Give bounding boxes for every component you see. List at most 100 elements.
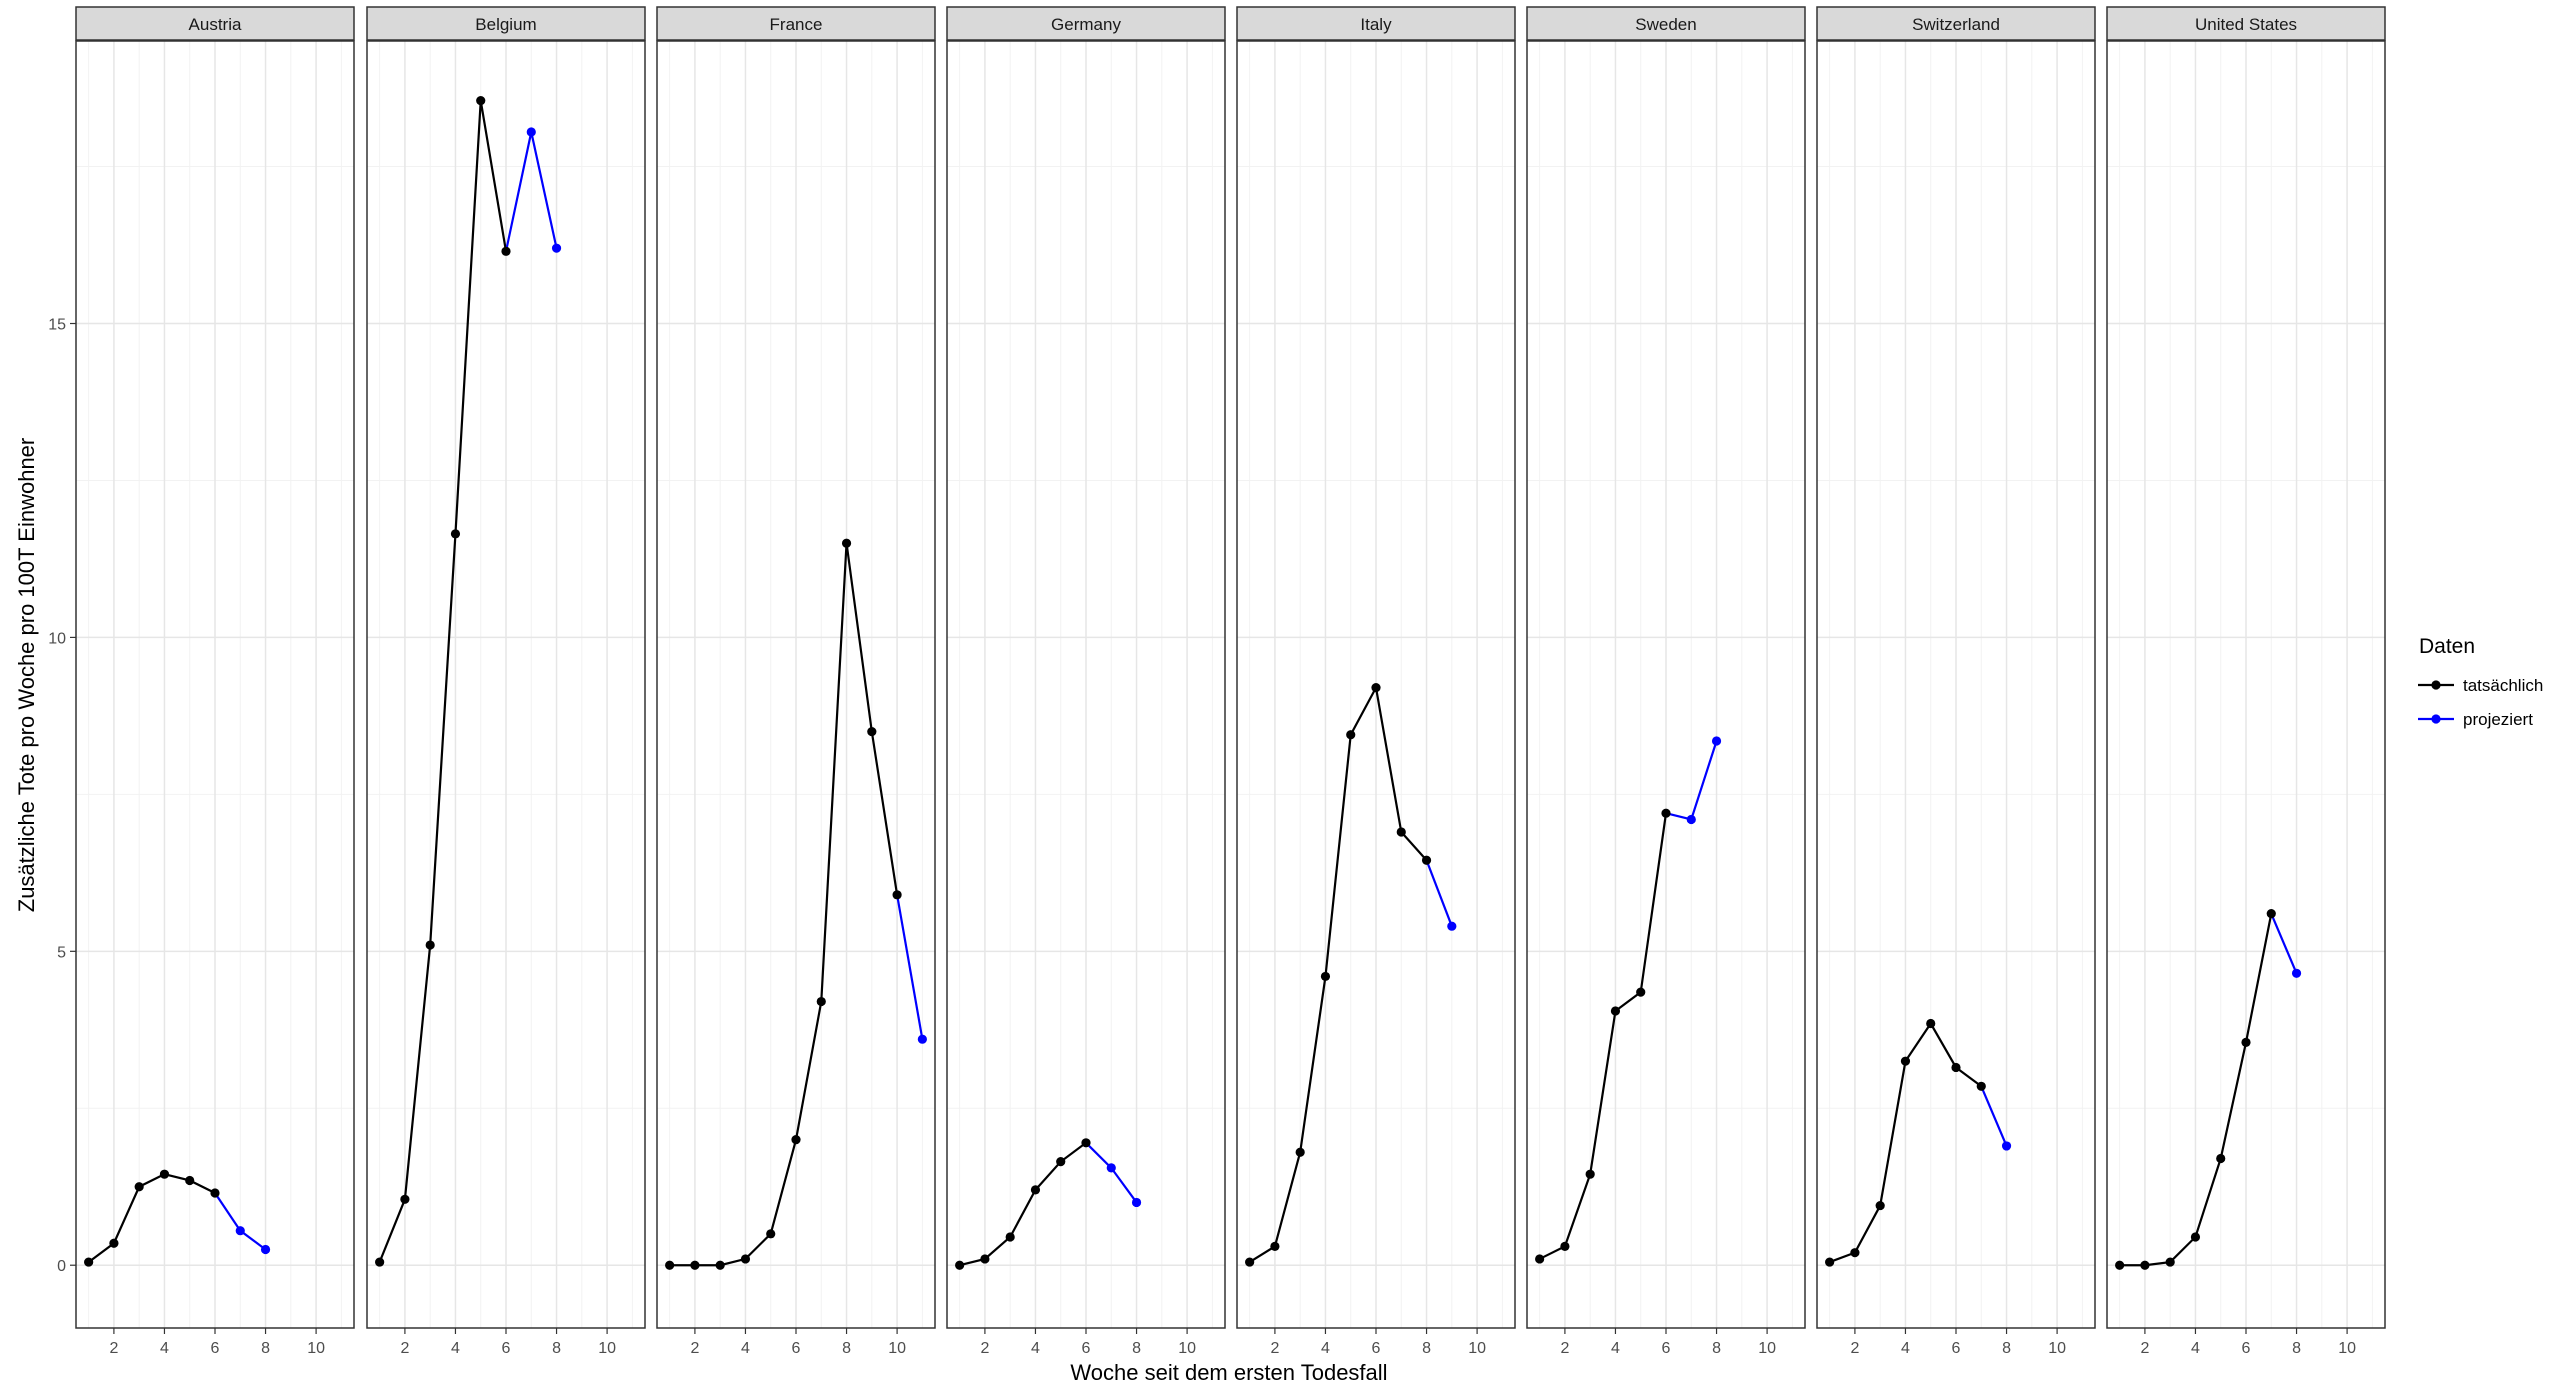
- x-tick-label: 4: [741, 1340, 750, 1357]
- x-tick-label: 4: [1901, 1340, 1910, 1357]
- point-tatsaechlich: [816, 996, 826, 1007]
- x-tick-label: 6: [1082, 1340, 1091, 1357]
- strip-background: [946, 6, 1226, 41]
- point-tatsaechlich: [1951, 1062, 1961, 1073]
- point-tatsaechlich: [1030, 1185, 1041, 1195]
- point-projeziert: [2291, 968, 2302, 978]
- point-tatsaechlich: [1245, 1257, 1255, 1267]
- strip-background: [75, 6, 355, 41]
- x-tick-label: 2: [2140, 1340, 2149, 1357]
- x-tick-label: 10: [888, 1340, 906, 1357]
- x-tick-label: 4: [1031, 1340, 1040, 1357]
- point-tatsaechlich: [1081, 1138, 1091, 1148]
- x-tick-label: 2: [1560, 1340, 1569, 1357]
- point-tatsaechlich: [2115, 1260, 2125, 1270]
- line-tatsaechlich: [959, 1141, 1087, 1267]
- point-tatsaechlich: [375, 1257, 385, 1267]
- x-tick-label: 2: [400, 1340, 409, 1357]
- point-tatsaechlich: [980, 1254, 990, 1264]
- strip-label: France: [770, 15, 823, 34]
- point-tatsaechlich: [1270, 1241, 1280, 1251]
- line-projeziert: [896, 894, 924, 1040]
- strip-background: [1816, 6, 2096, 41]
- x-tick-label: 4: [1321, 1340, 1330, 1357]
- point-tatsaechlich: [1585, 1169, 1595, 1179]
- point-projeziert: [260, 1244, 271, 1255]
- x-tick-label: 10: [1178, 1340, 1196, 1357]
- y-tick-label: 15: [48, 317, 66, 334]
- x-tick-label: 10: [1758, 1340, 1776, 1357]
- strip-label: Belgium: [475, 15, 536, 34]
- y-axis-title: Zusätzliche Tote pro Woche pro 100T Einw…: [14, 438, 39, 913]
- point-tatsaechlich: [2190, 1232, 2201, 1242]
- point-tatsaechlich: [1661, 808, 1671, 818]
- point-tatsaechlich: [1976, 1081, 1986, 1091]
- point-projeziert: [1447, 921, 1457, 931]
- point-tatsaechlich: [1825, 1257, 1835, 1267]
- line-projeziert: [2270, 913, 2298, 974]
- line-tatsaechlich: [87, 1173, 216, 1263]
- x-tick-label: 4: [451, 1340, 460, 1357]
- x-tick-label: 8: [2292, 1340, 2301, 1357]
- point-tatsaechlich: [1875, 1200, 1885, 1211]
- point-tatsaechlich: [1396, 827, 1406, 837]
- point-tatsaechlich: [1636, 987, 1646, 997]
- point-projeziert: [2001, 1141, 2012, 1151]
- x-tick-label: 6: [211, 1340, 220, 1357]
- point-tatsaechlich: [791, 1135, 801, 1145]
- x-tick-label: 2: [1270, 1340, 1279, 1357]
- x-tick-label: 8: [552, 1340, 561, 1357]
- x-tick-label: 8: [1132, 1340, 1141, 1357]
- x-tick-label: 10: [1468, 1340, 1486, 1357]
- point-tatsaechlich: [2140, 1260, 2150, 1270]
- x-tick-label: 4: [160, 1340, 169, 1357]
- point-tatsaechlich: [1900, 1056, 1911, 1066]
- point-tatsaechlich: [84, 1257, 94, 1267]
- line-tatsaechlich: [1249, 684, 1428, 1264]
- legend-key-point: [2431, 680, 2441, 690]
- line-tatsaechlich: [1539, 813, 1668, 1260]
- point-tatsaechlich: [1610, 1006, 1621, 1016]
- x-tick-label: 4: [1611, 1340, 1620, 1357]
- strip-background: [366, 6, 646, 41]
- x-tick-label: 6: [1372, 1340, 1381, 1357]
- x-tick-label: 6: [792, 1340, 801, 1357]
- legend-key-point: [2431, 714, 2441, 724]
- x-tick-label: 2: [690, 1340, 699, 1357]
- x-tick-label: 6: [1662, 1340, 1671, 1357]
- strip-background: [2106, 6, 2386, 41]
- point-tatsaechlich: [134, 1182, 144, 1192]
- legend-label: projeziert: [2463, 710, 2533, 729]
- point-tatsaechlich: [1005, 1232, 1015, 1242]
- point-projeziert: [1711, 736, 1722, 746]
- point-tatsaechlich: [1056, 1157, 1066, 1167]
- x-tick-label: 2: [109, 1340, 118, 1357]
- point-tatsaechlich: [690, 1260, 700, 1270]
- x-tick-label: 10: [2048, 1340, 2066, 1357]
- panel-austria: Austria 2 4 6 8 10: [75, 6, 355, 1357]
- y-tick-label: 10: [48, 630, 66, 647]
- point-tatsaechlich: [715, 1260, 725, 1270]
- strip-label: Germany: [1051, 15, 1121, 34]
- point-tatsaechlich: [400, 1194, 410, 1204]
- panel-belgium: Belgium 2 4 6 8 10: [366, 6, 646, 1357]
- x-tick-label: 8: [261, 1340, 270, 1357]
- strip-label: Austria: [189, 15, 242, 34]
- y-tick-label: 5: [57, 944, 66, 961]
- x-tick-label: 10: [2338, 1340, 2356, 1357]
- point-projeziert: [526, 127, 536, 137]
- line-tatsaechlich: [669, 543, 899, 1267]
- strip-label: Switzerland: [1912, 15, 2000, 34]
- facet-panels: Austria 2 4 6 8 10 Belgium 2 4 6 8 10 France 2 4 6 8 10 Ge…: [75, 6, 2386, 1357]
- point-tatsaechlich: [1560, 1241, 1570, 1251]
- point-tatsaechlich: [501, 246, 511, 256]
- point-tatsaechlich: [1850, 1248, 1860, 1258]
- y-axis: 0 5 10 15: [48, 317, 76, 1275]
- x-tick-label: 10: [307, 1340, 325, 1357]
- point-tatsaechlich: [892, 890, 902, 900]
- point-projeziert: [551, 243, 562, 253]
- point-projeziert: [1686, 814, 1696, 825]
- point-tatsaechlich: [2266, 909, 2276, 919]
- point-tatsaechlich: [2165, 1257, 2175, 1267]
